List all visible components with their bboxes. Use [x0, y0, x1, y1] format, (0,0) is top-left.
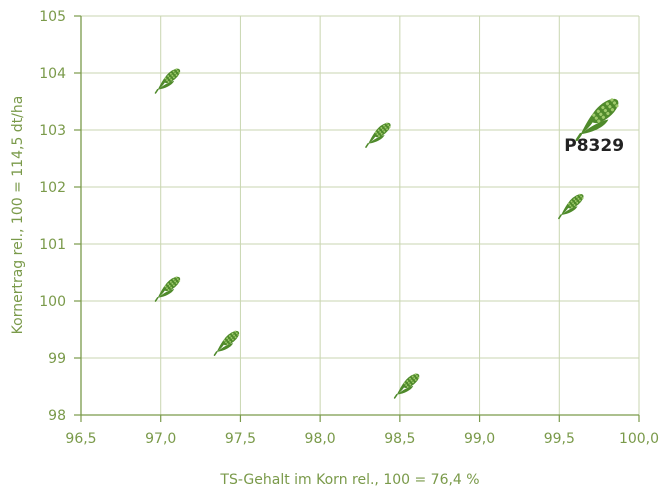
corn-cob-icon [575, 98, 619, 142]
y-tick-label: 105 [39, 9, 66, 25]
data-points: P8329 [154, 68, 624, 399]
x-tick-label: 98,5 [384, 431, 415, 447]
corn-cob-icon [558, 193, 584, 220]
y-tick-label: 99 [48, 351, 66, 367]
corn-cob-icon [365, 122, 391, 148]
y-tick-label: 103 [39, 123, 66, 139]
corn-cob-icon [154, 68, 181, 94]
y-tick-label: 104 [39, 66, 66, 82]
corn-cob-icon [154, 276, 181, 302]
x-tick-label: 100,0 [619, 431, 659, 447]
y-tick-label: 102 [39, 180, 66, 196]
point-label: P8329 [564, 136, 624, 156]
x-axis-title: TS-Gehalt im Korn rel., 100 = 76,4 % [219, 472, 479, 488]
x-tick-label: 99,5 [544, 431, 575, 447]
y-tick-label: 98 [48, 408, 66, 424]
x-tick-label: 97,0 [145, 431, 176, 447]
x-tick-label: 97,5 [225, 431, 256, 447]
y-tick-label: 100 [39, 294, 66, 310]
x-tick-label: 99,0 [464, 431, 495, 447]
grid [81, 15, 640, 415]
y-axis-title: Kornertrag rel., 100 = 114,5 dt/ha [10, 96, 26, 335]
tick-labels: 96,5 97,0 97,5 98,0 98,5 99,0 99,5 100,0 98 99 100… [39, 9, 659, 447]
x-tick-label: 98,0 [305, 431, 336, 447]
corn-cob-icon [393, 373, 420, 399]
corn-cob-icon [213, 330, 240, 356]
x-tick-label: 96,5 [65, 431, 96, 447]
y-tick-label: 101 [39, 237, 66, 253]
axes [74, 15, 640, 422]
